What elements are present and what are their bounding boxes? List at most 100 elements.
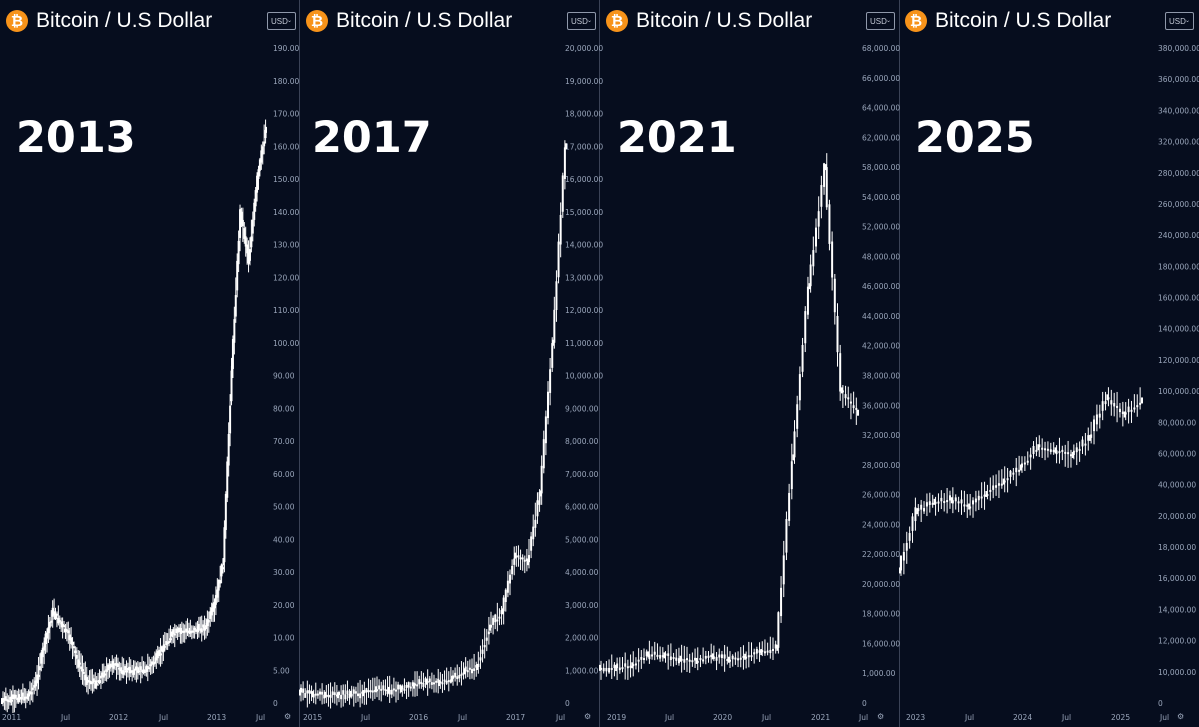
candle-body [610,668,613,671]
candle-body [310,691,313,694]
candle-body [236,260,239,291]
y-tick-label: 40,000.00 [1158,481,1196,490]
data-point [43,641,46,648]
candle-body [257,169,260,179]
candle-body [831,241,834,278]
candle-body [371,690,374,693]
data-point [899,567,901,574]
data-point [451,675,453,682]
candle-body [914,507,917,522]
candle-body [1095,414,1098,425]
currency-selector[interactable]: USD ⌄ [866,12,895,30]
candle-body [233,319,236,343]
candle-body [82,671,85,674]
candle-body [718,654,721,658]
candle-body [384,689,387,692]
candle-body [190,630,193,633]
y-tick-label: 44,000.00 [862,312,900,321]
x-tick-label: Jul [761,713,771,722]
candle-body [36,674,39,684]
data-point [137,667,140,674]
gear-icon[interactable]: ⚙ [877,712,885,721]
candle-body [1009,470,1012,477]
candle-body [815,227,817,247]
candle-body [258,159,261,171]
candle-body [43,646,46,651]
data-point [776,644,779,651]
gear-icon[interactable]: ⚙ [284,712,292,721]
candle-body [344,694,347,700]
gear-icon[interactable]: ⚙ [1177,712,1185,721]
candle-body [244,236,247,247]
candle-body [517,555,520,558]
y-tick-label: 340,000.00 [1158,106,1199,115]
data-point [501,608,504,615]
candle-body [521,557,524,560]
y-tick-label: 0 [565,699,570,708]
candle-body [214,595,217,605]
candle-body [731,655,734,660]
candle-body [798,374,801,401]
data-point [222,559,225,566]
candle-body [691,660,694,663]
candle-body [847,397,850,400]
data-point [857,409,859,416]
candle-body [750,655,753,658]
candle-body [925,502,928,507]
data-point [400,686,403,693]
data-point [565,143,567,150]
candle-body [931,502,934,505]
candle-body [769,649,772,654]
candle-body [369,690,372,693]
x-tick-label: Jul [158,713,168,722]
currency-selector[interactable]: USD ⌄ [1165,12,1194,30]
y-tick-label: 190.00 [273,44,299,53]
candle-body [1121,411,1124,415]
candle-body [367,690,370,693]
candle-body [132,670,135,675]
candle-body [346,690,349,695]
candle-body [911,516,914,531]
candle-body [485,637,488,641]
candle-body [804,311,807,344]
candle-body [352,689,355,694]
currency-selector[interactable]: USD ⌄ [567,12,596,30]
candle-body [542,439,545,469]
data-point [349,690,352,697]
candle-body [511,565,514,575]
panel-divider [899,0,900,727]
candle-body [72,646,75,649]
candle-body [91,681,94,684]
data-point [840,387,843,394]
gear-icon[interactable]: ⚙ [584,712,592,721]
candle-body [54,613,57,619]
data-point [760,648,763,655]
y-tick-label: 1,000.00 [862,669,896,678]
candle-body [1018,469,1021,472]
candle-body [162,649,165,653]
x-tick-label: 2017 [506,713,525,722]
candle-body [817,211,820,227]
y-tick-label: 100,000.00 [1158,387,1199,396]
currency-selector[interactable]: USD ⌄ [267,12,296,30]
candle-body [502,597,505,612]
y-tick-label: 68,000.00 [862,44,900,53]
y-tick-label: 10.00 [273,634,295,643]
panel-divider [599,0,600,727]
candle-body [433,682,435,685]
y-tick-label: 17,000.00 [565,142,603,151]
candle-body [688,659,691,662]
y-tick-label: 90.00 [273,372,295,381]
x-tick-label: 2021 [811,713,830,722]
candle-body [966,504,969,507]
candle-body [327,694,330,698]
data-point [631,662,634,669]
candle-body [64,628,67,633]
candle-body [492,617,495,625]
candle-body [739,657,742,660]
data-point [230,365,233,372]
candle-body [475,665,478,668]
candle-body [411,682,414,687]
data-point [205,623,208,630]
y-tick-label: 62,000.00 [862,133,900,142]
